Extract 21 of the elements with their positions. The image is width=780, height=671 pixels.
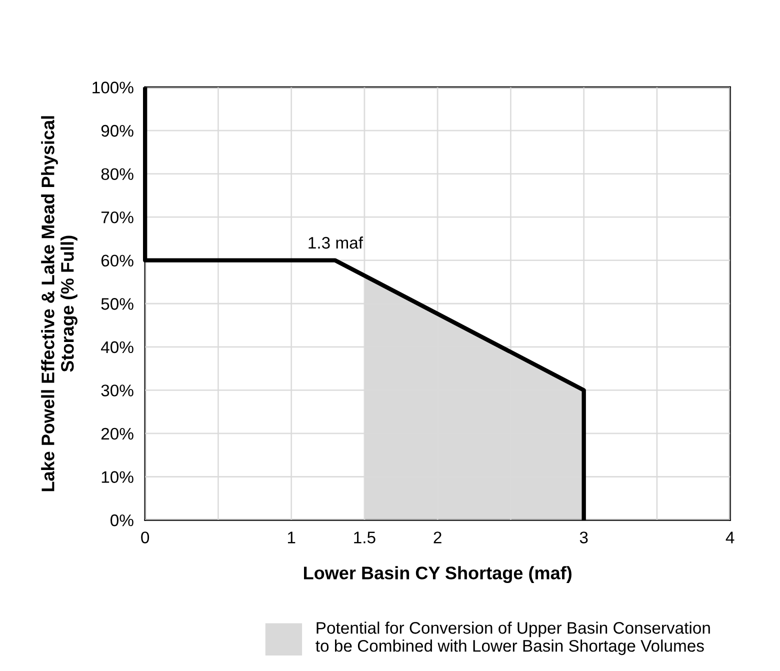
y-tick-label: 100% [92, 82, 134, 94]
x-tick-label: 1.5 [354, 532, 376, 544]
x-tick-label: 0 [141, 532, 150, 544]
y-tick-label: 80% [101, 168, 134, 180]
y-tick-label: 40% [100, 341, 134, 354]
y-tick-label: 10% [102, 471, 134, 483]
y-tick-label: 0% [110, 514, 134, 526]
y-tick-label: 60% [101, 254, 134, 267]
y-tick-label: 90% [101, 124, 134, 137]
y-tick-label: 30% [101, 384, 134, 396]
x-tick-label: 4 [726, 532, 734, 544]
x-tick-label: 3 [580, 532, 588, 544]
legend-label: Potential for Conversion of Upper Basin Conservation to be Combined with Lower Basin Shortage Volumes [316, 622, 710, 656]
x-tick-label: 1 [288, 532, 296, 544]
y-tick-label: 70% [101, 211, 134, 224]
x-axis-title: Lower Basin CY Shortage (maf) [304, 566, 572, 584]
y-tick-label: 20% [101, 428, 134, 440]
y-tick-label: 50% [101, 298, 134, 310]
y-axis-title: Lake Powell Effective & Lake Mead Physical Storage (% Full) [41, 116, 78, 492]
annotation: 1.3 maf [308, 236, 364, 249]
x-tick-label: 2 [434, 532, 442, 544]
